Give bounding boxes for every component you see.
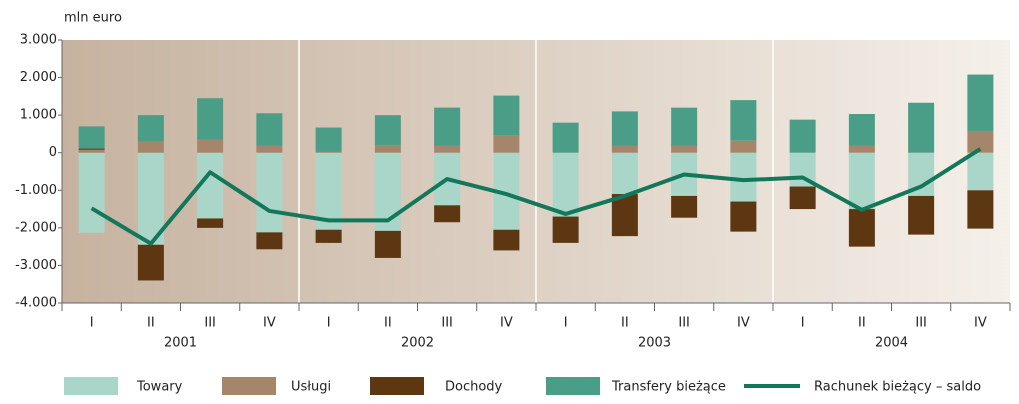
- bar-segment: [552, 122, 579, 153]
- x-tick-label: II: [147, 316, 155, 331]
- legend-label: Dochody: [445, 380, 503, 395]
- x-tick-label: IV: [263, 316, 276, 331]
- x-tick-label: III: [915, 316, 927, 331]
- bar-segment: [78, 152, 105, 233]
- bar-segment: [730, 140, 757, 153]
- y-tick-label: -1.000: [15, 183, 57, 198]
- legend-label: Towary: [136, 380, 183, 395]
- bar-segment: [197, 139, 224, 153]
- y-tick-label: 3.000: [20, 33, 57, 48]
- bar-segment: [137, 152, 164, 245]
- x-tick-label: I: [90, 316, 94, 331]
- bar-segment: [730, 201, 757, 232]
- bar-segment: [908, 102, 935, 153]
- bar-segment: [256, 113, 283, 146]
- y-tick-label: -3.000: [15, 258, 57, 273]
- bar-segment: [256, 145, 283, 153]
- bar-segment: [493, 95, 520, 136]
- bar-segment: [730, 100, 757, 141]
- bar-segment: [493, 229, 520, 251]
- bar-segment: [611, 152, 638, 195]
- bar-segment: [78, 149, 105, 153]
- bar-segment: [434, 107, 461, 146]
- bar-segment: [315, 152, 342, 230]
- bar-segment: [256, 232, 283, 250]
- legend-swatch: [546, 377, 600, 395]
- bar-segment: [256, 152, 283, 233]
- x-tick-label: III: [678, 316, 690, 331]
- bar-segment: [374, 152, 401, 231]
- bar-segment: [967, 130, 994, 153]
- bar-segment: [137, 244, 164, 281]
- bar-segment: [967, 74, 994, 131]
- x-tick-label: IV: [737, 316, 750, 331]
- legend-label: Usługi: [291, 380, 331, 395]
- bar-segment: [848, 114, 875, 146]
- bar-segment: [730, 152, 757, 202]
- bar-segment: [78, 126, 105, 149]
- bar-segment: [374, 115, 401, 146]
- bar-segment: [671, 195, 698, 218]
- bar-segment: [611, 194, 638, 237]
- bar-segment: [315, 229, 342, 243]
- x-tick-label: II: [858, 316, 866, 331]
- bar-segment: [671, 145, 698, 153]
- bar-segment: [671, 107, 698, 146]
- bar-segment: [552, 152, 579, 217]
- year-label: 2002: [401, 336, 434, 351]
- y-tick-label: 1.000: [20, 108, 57, 123]
- bar-segment: [374, 230, 401, 258]
- bar-segment: [789, 119, 816, 153]
- x-tick-label: IV: [974, 316, 987, 331]
- y-axis-label: mln euro: [64, 11, 122, 26]
- year-label: 2001: [164, 336, 197, 351]
- bar-segment: [197, 98, 224, 140]
- legend-label: Rachunek bieżący – saldo: [814, 380, 981, 395]
- bar-segment: [967, 152, 994, 191]
- bar-segment: [552, 216, 579, 243]
- bar-segment: [908, 195, 935, 235]
- x-tick-label: II: [384, 316, 392, 331]
- x-tick-label: II: [621, 316, 629, 331]
- bar-segment: [434, 145, 461, 153]
- x-tick-label: I: [327, 316, 331, 331]
- bar-segment: [197, 218, 224, 228]
- x-tick-label: III: [441, 316, 453, 331]
- legend-label: Transfery bieżące: [611, 380, 726, 395]
- bar-segment: [315, 151, 342, 153]
- line-series: [90, 147, 982, 246]
- y-tick-label: 2.000: [20, 70, 57, 85]
- x-tick-label: III: [204, 316, 216, 331]
- year-label: 2003: [638, 336, 671, 351]
- y-tick-label: -2.000: [15, 220, 57, 235]
- y-tick-label: 0: [49, 145, 57, 160]
- bar-segment: [137, 141, 164, 153]
- legend-swatch: [370, 377, 424, 395]
- bar-segment: [374, 145, 401, 153]
- bar-segment: [315, 127, 342, 152]
- bar-segment: [78, 148, 105, 150]
- legend-swatch: [64, 377, 118, 395]
- bar-segment: [611, 145, 638, 153]
- legend-swatch: [222, 377, 276, 395]
- bar-segment: [611, 111, 638, 146]
- bar-segment: [848, 209, 875, 247]
- x-tick-label: I: [801, 316, 805, 331]
- x-tick-label: IV: [500, 316, 513, 331]
- x-tick-label: I: [564, 316, 568, 331]
- year-label: 2004: [875, 336, 908, 351]
- bar-segment: [789, 186, 816, 210]
- bar-segment: [434, 205, 461, 223]
- bar-segment: [493, 135, 520, 153]
- bar-segment: [848, 145, 875, 153]
- bar-segment: [137, 115, 164, 142]
- bar-segment: [967, 190, 994, 229]
- y-tick-label: -4.000: [15, 296, 57, 311]
- bar-segment: [848, 152, 875, 210]
